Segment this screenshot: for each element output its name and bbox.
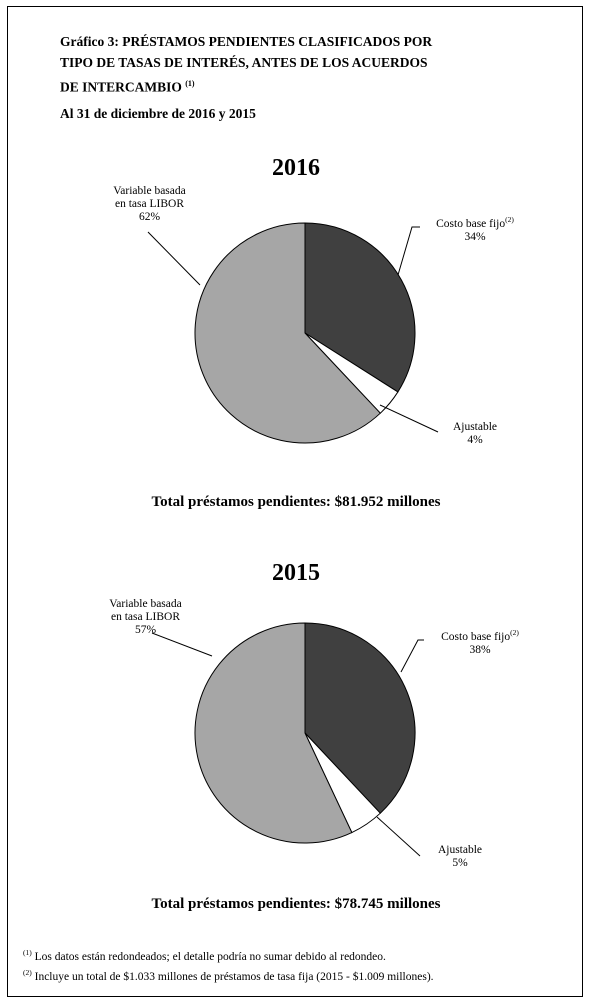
leader-line-libor-2016	[147, 231, 201, 286]
total-2016: Total préstamos pendientes: $81.952 mill…	[151, 494, 441, 510]
year-title-2015: 2015	[272, 560, 320, 586]
label-adjustable-2016: Ajustable 4%	[452, 421, 498, 446]
footnote-1: (1) Los datos están redondeados; el deta…	[23, 948, 386, 963]
leader-line-adjustable-2015	[376, 816, 421, 857]
label-libor-2016: Variable basada en tasa LIBOR 62%	[113, 185, 186, 223]
chart-frame	[7, 6, 583, 997]
title-note-ref: (1)	[185, 79, 195, 88]
pie-slice-fixed-2015	[304, 622, 416, 814]
pie-slice-libor-2016	[194, 222, 382, 444]
leader-line-adjustable-2016	[379, 404, 439, 433]
chart-subtitle: Al 31 de diciembre de 2016 y 2015	[60, 106, 256, 121]
label-adjustable-2015: Ajustable 5%	[437, 844, 483, 869]
total-2015: Total préstamos pendientes: $78.745 mill…	[151, 896, 441, 912]
title-line-1: Gráfico 3: PRÉSTAMOS PENDIENTES CLASIFIC…	[60, 34, 433, 49]
leader-line-fixed-2015	[400, 639, 424, 673]
pie-slice-fixed-2016	[304, 222, 416, 393]
leader-line-libor-2015	[151, 632, 213, 657]
pie-slice-libor-2015	[194, 622, 353, 844]
label-fixed-2016: Costo base fijo(2) 34%	[436, 215, 514, 243]
year-title-2016: 2016	[272, 155, 320, 181]
leader-line-fixed-2016	[397, 226, 420, 276]
label-libor-2015: Variable basada en tasa LIBOR 57%	[109, 598, 182, 636]
footnote-2: (2) Incluye un total de $1.033 millones …	[23, 968, 434, 983]
label-fixed-2015: Costo base fijo(2) 38%	[441, 628, 519, 656]
chart-title: Gráfico 3: PRÉSTAMOS PENDIENTES CLASIFIC…	[60, 31, 530, 98]
title-line-2: TIPO DE TASAS DE INTERÉS, ANTES DE LOS A…	[60, 55, 428, 70]
title-line-3: DE INTERCAMBIO	[60, 79, 182, 95]
